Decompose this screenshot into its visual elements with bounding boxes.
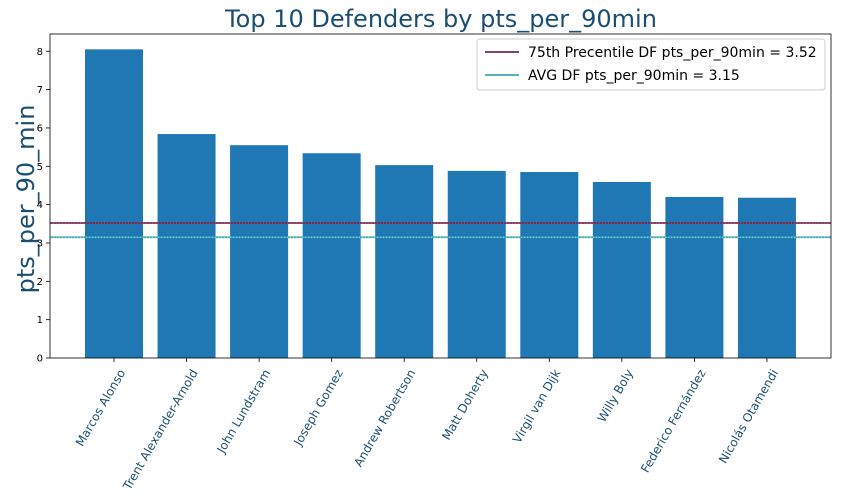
bar-4: [302, 153, 361, 358]
bars: [85, 49, 796, 359]
bar-6: [447, 170, 506, 358]
x-category-label-8: Willy Boly: [595, 367, 636, 425]
y-tick-label-0: 0: [37, 354, 43, 365]
reference-lines: [50, 222, 831, 239]
y-tick-label-8: 8: [37, 47, 43, 58]
plot-area-frame: [49, 33, 832, 359]
y-tick-label-2: 2: [37, 277, 43, 288]
legend-box: [476, 38, 826, 91]
x-category-label-10: Nicolás Otamendi: [716, 367, 781, 466]
y-tick-label-6: 6: [37, 123, 43, 134]
bar-7: [520, 172, 579, 358]
bar-3: [230, 145, 289, 358]
y-axis-label: pts_per_90_min: [12, 105, 40, 294]
bar-10: [737, 197, 796, 358]
y-axis-ticks: 0 1 2 3 4 5 6 7 8: [37, 47, 50, 365]
y-tick-label-7: 7: [37, 85, 43, 96]
legend-label-average: AVG DF pts_per_90min = 3.15: [528, 68, 740, 84]
y-tick-label-3: 3: [37, 238, 43, 249]
bar-9: [665, 196, 724, 358]
bar-2: [157, 134, 216, 358]
x-category-label-9: Federico Fernández: [638, 367, 709, 475]
y-tick-label-1: 1: [37, 315, 43, 326]
chart-title: Top 10 Defenders by pts_per_90min: [224, 5, 657, 33]
bar-1: [85, 49, 143, 359]
bar-5: [375, 165, 434, 358]
x-category-label-3: John Lundstram: [214, 367, 274, 456]
x-category-label-6: Matt Doherty: [439, 367, 491, 443]
x-category-label-2: Trent Alexander-Arnold: [120, 367, 201, 493]
y-tick-label-4: 4: [37, 200, 43, 211]
x-category-label-4: Joseph Gomez: [290, 367, 345, 449]
x-category-label-1: Marcos Alonso: [73, 367, 128, 449]
bar-8: [592, 182, 651, 358]
legend: 75th Precentile DF pts_per_90min = 3.52 …: [476, 38, 826, 91]
legend-label-75th-percentile: 75th Precentile DF pts_per_90min = 3.52: [528, 45, 817, 61]
x-category-label-5: Andrew Robertson: [351, 367, 418, 469]
y-tick-label-5: 5: [37, 162, 43, 173]
x-category-label-7: Virgil van Dijk: [510, 367, 564, 446]
